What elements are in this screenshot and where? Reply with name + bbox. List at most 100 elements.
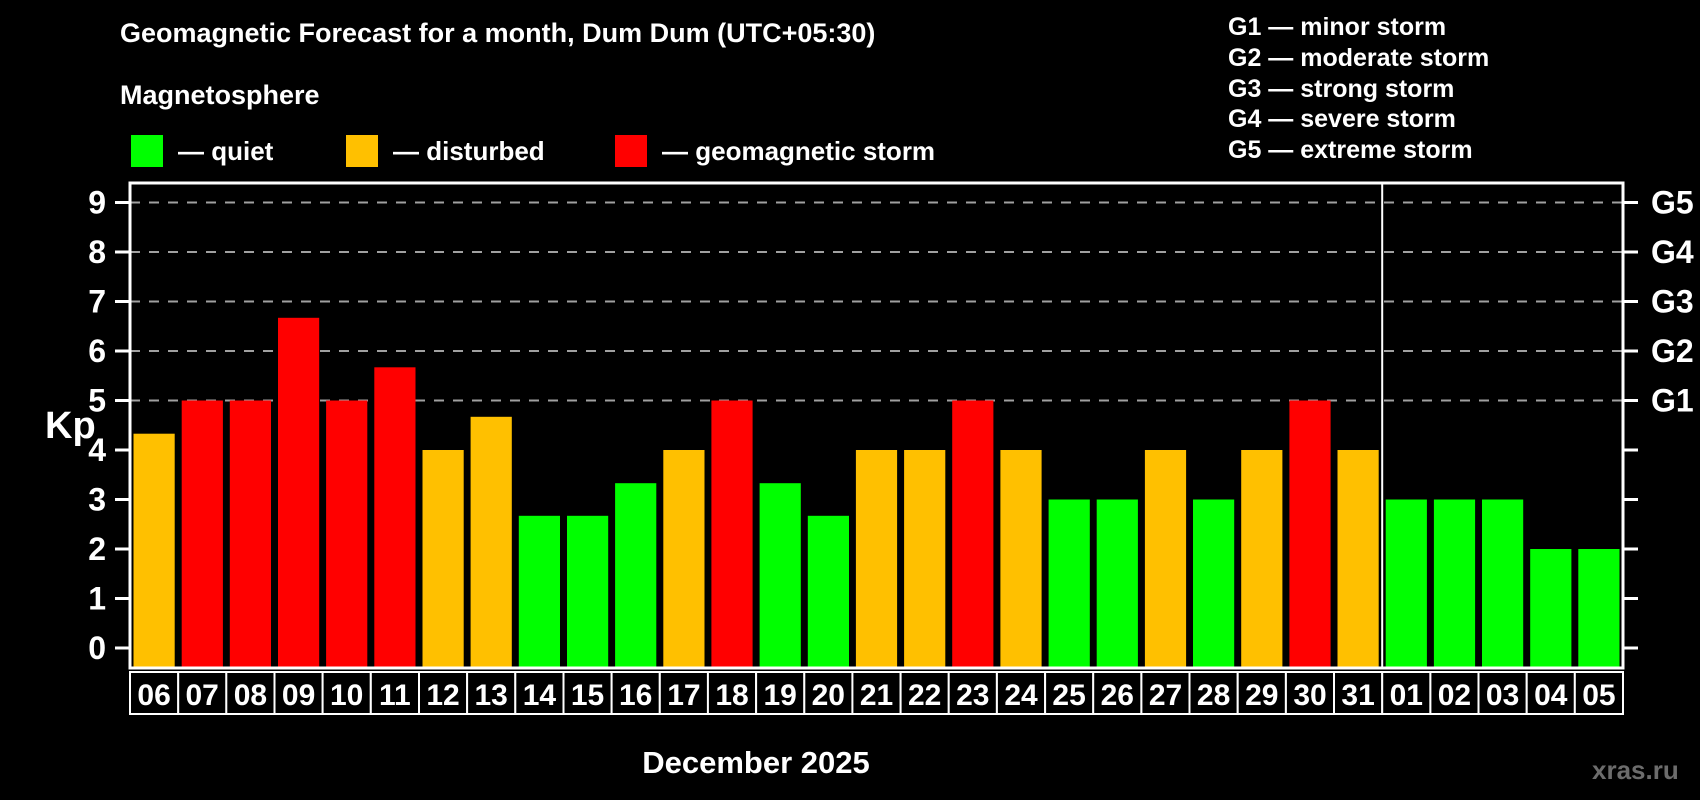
kp-bar-01 (1385, 499, 1427, 668)
day-label-09: 09 (282, 679, 315, 712)
g-axis-label-g4: G4 (1651, 234, 1694, 270)
kp-bar-14 (518, 515, 560, 668)
g-legend-line-g5: G5 — extreme storm (1228, 136, 1473, 165)
day-label-12: 12 (426, 679, 459, 712)
kp-bar-19 (759, 483, 801, 668)
day-label-24: 24 (1004, 679, 1038, 712)
day-label-26: 26 (1101, 679, 1134, 712)
y-tick-label-8: 8 (88, 234, 106, 270)
g-legend-line-g2: G2 — moderate storm (1228, 43, 1490, 72)
kp-bar-17 (663, 450, 705, 668)
day-box-13 (466, 671, 517, 715)
y-tick-label-9: 9 (88, 185, 106, 221)
day-label-07: 07 (186, 679, 219, 712)
day-label-11: 11 (379, 679, 411, 712)
day-label-03: 03 (1486, 679, 1519, 712)
legend-label-storm: — geomagnetic storm (662, 135, 936, 166)
kp-bar-13 (470, 416, 512, 668)
legend-label-quiet: — quiet (178, 135, 274, 166)
day-label-05: 05 (1582, 679, 1615, 712)
day-label-17: 17 (667, 679, 700, 712)
day-label-25: 25 (1052, 679, 1085, 712)
day-label-23: 23 (956, 679, 989, 712)
day-box-05 (1573, 671, 1625, 715)
kp-bar-02 (1433, 499, 1476, 668)
day-label-30: 30 (1293, 679, 1326, 712)
day-box-07 (177, 671, 228, 715)
day-box-31 (1333, 671, 1384, 715)
kp-bar-09 (278, 317, 320, 668)
kp-bar-29 (1241, 450, 1283, 668)
kp-bar-27 (1144, 450, 1187, 668)
kp-bar-08 (229, 400, 271, 668)
page-title: Geomagnetic Forecast for a month, Dum Du… (120, 18, 876, 48)
kp-bar-07 (181, 400, 223, 668)
kp-bar-18 (711, 400, 753, 668)
day-label-15: 15 (571, 679, 604, 712)
day-box-03 (1477, 671, 1528, 715)
day-label-27: 27 (1149, 679, 1182, 712)
day-label-08: 08 (234, 679, 267, 712)
kp-bar-25 (1048, 499, 1090, 668)
y-tick-label-2: 2 (88, 531, 106, 567)
y-tick-label-5: 5 (88, 383, 106, 419)
disturbed-color-swatch (346, 135, 378, 167)
day-label-28: 28 (1197, 679, 1230, 712)
kp-bar-23 (952, 400, 994, 668)
day-box-16 (610, 671, 661, 715)
day-label-18: 18 (715, 679, 748, 712)
y-tick-label-0: 0 (88, 630, 106, 666)
kp-bar-31 (1337, 450, 1379, 668)
day-label-13: 13 (475, 679, 508, 712)
g-legend-line-g1: G1 — minor storm (1228, 13, 1447, 41)
y-tick-label-6: 6 (88, 333, 106, 369)
x-axis-month-label: December 2025 (642, 745, 870, 780)
day-box-09 (273, 671, 324, 715)
day-box-30 (1284, 671, 1336, 715)
kp-bar-16 (615, 483, 657, 668)
y-axis-title: Kp (45, 405, 96, 447)
day-box-21 (851, 671, 902, 715)
kp-bar-26 (1096, 499, 1138, 668)
y-tick-label-7: 7 (88, 284, 106, 320)
g-legend-line-g4: G4 — severe storm (1228, 105, 1456, 134)
g-axis-label-g3: G3 (1651, 284, 1694, 320)
day-box-18 (706, 671, 758, 715)
day-box-14 (514, 671, 565, 715)
day-label-16: 16 (619, 679, 652, 712)
day-label-02: 02 (1438, 679, 1471, 712)
day-label-20: 20 (812, 679, 845, 712)
kp-bar-20 (807, 515, 849, 668)
legend-item-disturbed: — disturbed (346, 134, 545, 168)
day-label-21: 21 (860, 679, 893, 712)
watermark: xras.ru (1592, 755, 1679, 785)
g-axis-label-g1: G1 (1651, 383, 1694, 419)
day-label-01: 01 (1390, 679, 1423, 712)
y-tick-label-3: 3 (88, 482, 106, 518)
g-scale-legend: G1 — minor storm G2 — moderate storm G3 … (1228, 12, 1489, 166)
day-label-04: 04 (1534, 679, 1568, 712)
plot-frame (128, 181, 1625, 670)
day-label-19: 19 (764, 679, 797, 712)
y-tick-label-4: 4 (88, 432, 106, 468)
kp-bar-12 (422, 450, 464, 668)
day-box-24 (995, 671, 1047, 715)
kp-bar-21 (855, 450, 898, 668)
day-box-27 (1140, 671, 1191, 715)
day-label-29: 29 (1245, 679, 1278, 712)
day-box-17 (658, 671, 709, 715)
kp-bar-30 (1289, 400, 1331, 668)
day-box-23 (947, 671, 998, 715)
quiet-color-swatch (131, 135, 163, 167)
day-label-14: 14 (523, 679, 557, 712)
kp-bar-24 (1000, 450, 1042, 668)
kp-bar-05 (1578, 549, 1620, 668)
chart-subtitle: Magnetosphere (120, 80, 320, 110)
kp-bar-22 (904, 450, 946, 668)
g-axis-label-g2: G2 (1651, 333, 1694, 369)
g-legend-line-g3: G3 — strong storm (1228, 74, 1455, 103)
day-label-06: 06 (137, 679, 170, 712)
legend-item-storm: — geomagnetic storm (615, 134, 935, 168)
legend-item-quiet: — quiet (131, 134, 273, 168)
